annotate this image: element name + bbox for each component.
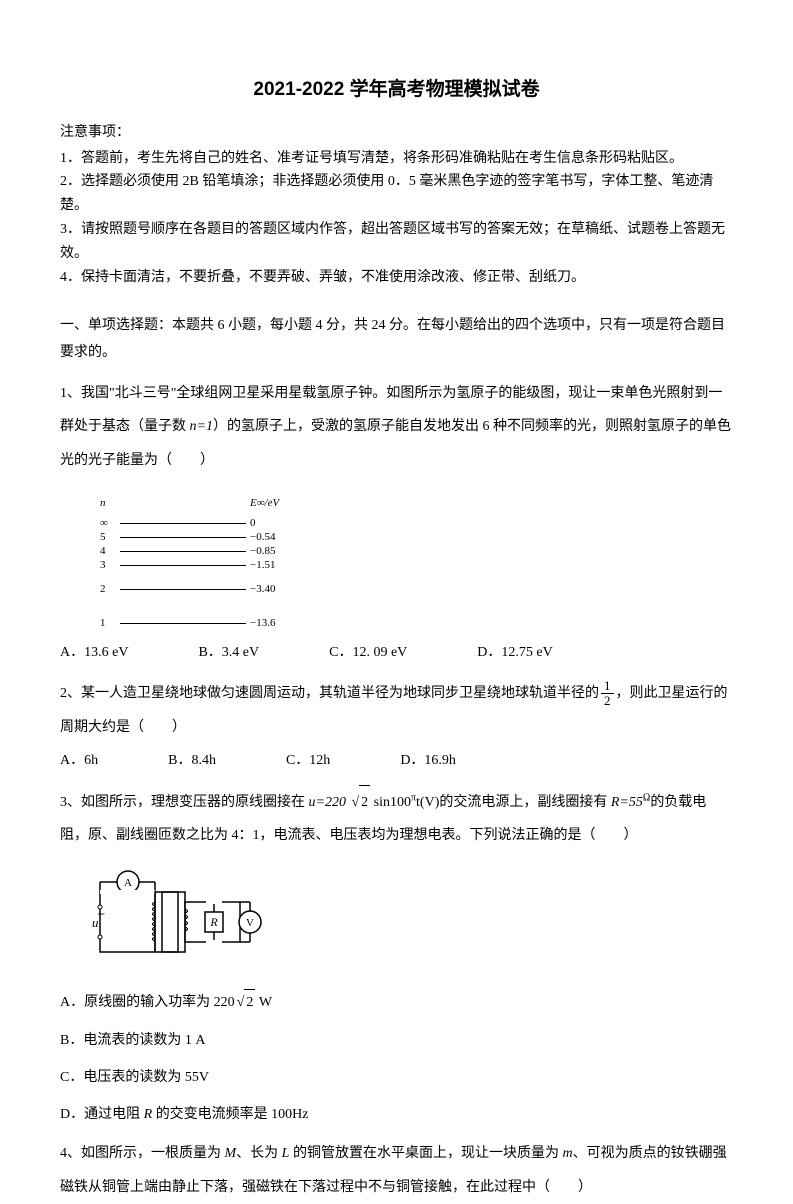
q1-option-b: B．3.4 eV bbox=[198, 640, 259, 667]
question-2: 2、某一人造卫星绕地球做匀速圆周运动，其轨道半径为地球同步卫星绕地球轨道半径的1… bbox=[60, 677, 733, 744]
level-3-n: 3 bbox=[100, 558, 116, 572]
q2-options: A．6h B．8.4h C．12h D．16.9h bbox=[60, 748, 733, 775]
q4-m: m bbox=[562, 1146, 572, 1161]
q3-r-eq: R=55 bbox=[611, 795, 643, 810]
energy-header-e: E∞/eV bbox=[250, 493, 300, 514]
q3-option-a: A．原线圈的输入功率为 2202 W bbox=[60, 989, 733, 1015]
level-inf-val: 0 bbox=[250, 516, 300, 530]
question-3: 3、如图所示，理想变压器的原线圈接在 u=220 2 sin100πt(V)的交… bbox=[60, 785, 733, 853]
instruction-4: 4．保持卡面清洁，不要折叠，不要弄破、弄皱，不准使用涂改液、修正带、刮纸刀。 bbox=[60, 266, 733, 290]
q2-option-b: B．8.4h bbox=[168, 748, 216, 775]
q3-u-eq: u=220 bbox=[309, 795, 346, 810]
instruction-1: 1．答题前，考生先将自己的姓名、准考证号填写清楚，将条形码准确粘贴在考生信息条形… bbox=[60, 147, 733, 171]
level-5-n: 5 bbox=[100, 530, 116, 544]
ammeter-label: A bbox=[124, 877, 132, 889]
q2-fraction: 12 bbox=[601, 679, 614, 709]
level-4-val: −0.85 bbox=[250, 544, 300, 558]
level-2-line bbox=[120, 589, 246, 590]
level-4-line bbox=[120, 551, 246, 552]
svg-text:∼: ∼ bbox=[97, 909, 105, 920]
q3-text-a: 3、如图所示，理想变压器的原线圈接在 bbox=[60, 795, 309, 810]
q3-option-d: D．通过电阻 R 的交变电流频率是 100Hz bbox=[60, 1102, 733, 1127]
energy-level-diagram: n E∞/eV ∞ 0 5 −0.54 4 −0.85 3 −1.51 2 −3… bbox=[100, 493, 300, 630]
q4-text-a: 4、如图所示，一根质量为 bbox=[60, 1146, 225, 1161]
q3-t: t(V)的交流电源上，副线圈接有 bbox=[416, 795, 611, 810]
level-5-val: −0.54 bbox=[250, 530, 300, 544]
q1-option-d: D．12.75 eV bbox=[477, 640, 552, 667]
level-3-line bbox=[120, 565, 246, 566]
level-3-val: −1.51 bbox=[250, 558, 300, 572]
q2-text-a: 2、某一人造卫星绕地球做匀速圆周运动，其轨道半径为地球同步卫星绕地球轨道半径的 bbox=[60, 686, 599, 701]
question-4: 4、如图所示，一根质量为 M、长为 L 的铜管放置在水平桌面上，现让一块质量为 … bbox=[60, 1137, 733, 1204]
level-1-line bbox=[120, 623, 246, 624]
voltmeter-label: V bbox=[246, 917, 254, 929]
resistor-label: R bbox=[209, 915, 218, 929]
q2-option-c: C．12h bbox=[286, 748, 330, 775]
q2-option-d: D．16.9h bbox=[400, 748, 456, 775]
level-1-val: −13.6 bbox=[250, 616, 300, 630]
q1-var-n: n=1 bbox=[190, 419, 213, 434]
level-2-val: −3.40 bbox=[250, 582, 300, 596]
q3-sin: sin100 bbox=[370, 795, 411, 810]
q3-sqrt2: 2 bbox=[349, 785, 370, 820]
q4-text-c: 的铜管放置在水平桌面上，现让一块质量为 bbox=[289, 1146, 562, 1161]
level-1-n: 1 bbox=[100, 616, 116, 630]
q4-text-b: 、长为 bbox=[236, 1146, 282, 1161]
level-inf-n: ∞ bbox=[100, 516, 116, 530]
instruction-2: 2．选择题必须使用 2B 铅笔填涂；非选择题必须使用 0．5 毫米黑色字迹的签字… bbox=[60, 170, 733, 218]
instruction-3: 3．请按照题号顺序在各题目的答题区域内作答，超出答题区域书写的答案无效；在草稿纸… bbox=[60, 218, 733, 266]
level-2-n: 2 bbox=[100, 582, 116, 596]
q3-option-b: B．电流表的读数为 1 A bbox=[60, 1028, 733, 1053]
energy-header-n: n bbox=[100, 493, 116, 514]
q4-M: M bbox=[225, 1146, 237, 1161]
q1-options: A．13.6 eV B．3.4 eV C．12. 09 eV D．12.75 e… bbox=[60, 640, 733, 667]
question-1: 1、我国"北斗三号"全球组网卫星采用星载氢原子钟。如图所示为氢原子的能级图，现让… bbox=[60, 377, 733, 478]
q4-L: L bbox=[282, 1146, 290, 1161]
section-1-intro: 一、单项选择题：本题共 6 小题，每小题 4 分，共 24 分。在每小题给出的四… bbox=[60, 313, 733, 366]
level-5-line bbox=[120, 537, 246, 538]
page-title: 2021-2022 学年高考物理模拟试卷 bbox=[60, 72, 733, 108]
instructions-header: 注意事项： bbox=[60, 120, 733, 147]
level-inf-line bbox=[120, 523, 246, 524]
q3-option-c: C．电压表的读数为 55V bbox=[60, 1065, 733, 1090]
q1-option-a: A．13.6 eV bbox=[60, 640, 128, 667]
level-4-n: 4 bbox=[100, 544, 116, 558]
transformer-circuit-diagram: A u ∼ R V bbox=[90, 867, 733, 978]
q2-option-a: A．6h bbox=[60, 748, 98, 775]
q1-option-c: C．12. 09 eV bbox=[329, 640, 407, 667]
